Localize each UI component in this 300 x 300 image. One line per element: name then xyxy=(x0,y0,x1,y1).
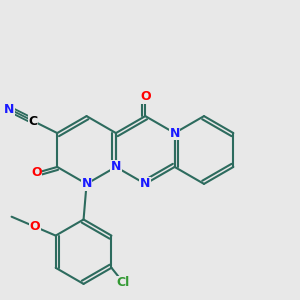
Text: N: N xyxy=(4,103,14,116)
Text: O: O xyxy=(140,90,151,103)
Text: Cl: Cl xyxy=(117,276,130,289)
Text: N: N xyxy=(140,177,151,190)
Text: O: O xyxy=(29,220,40,233)
Text: N: N xyxy=(169,127,180,140)
Text: C: C xyxy=(28,115,38,128)
Text: N: N xyxy=(111,160,121,173)
Text: O: O xyxy=(31,167,41,179)
Text: N: N xyxy=(81,177,92,190)
